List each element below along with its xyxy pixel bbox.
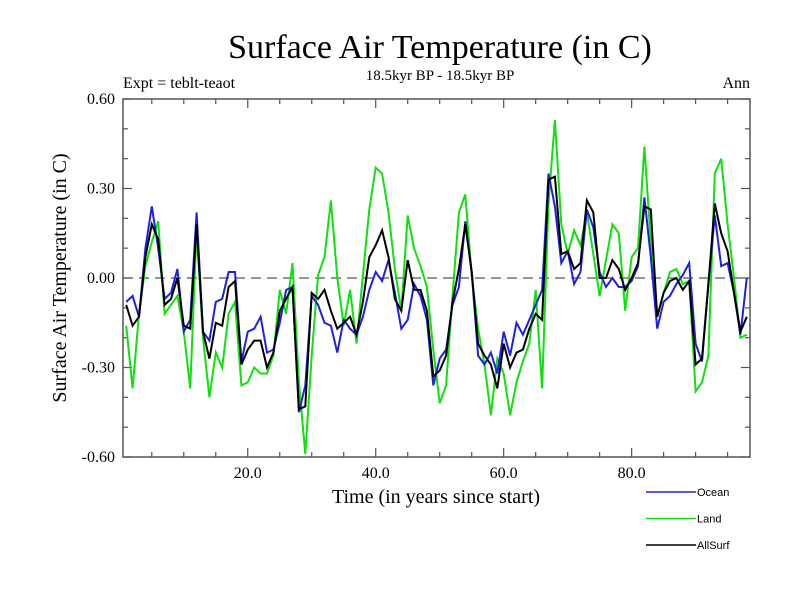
- x-tick-label: 40.0: [362, 465, 390, 482]
- x-axis-label: Time (in years since start): [332, 486, 540, 508]
- plot-frame: [122, 98, 751, 458]
- y-axis-label: Surface Air Temperature (in C): [49, 153, 71, 402]
- legend-label-land: Land: [697, 514, 721, 526]
- axis-tick-labels: 20.0 40.0 60.0 80.0 0.60 0.30 0.00 -0.30 -0.60: [82, 91, 646, 482]
- y-tick-label: 0.60: [87, 91, 115, 108]
- legend-label-allsurf: AllSurf: [697, 540, 730, 552]
- chart-title: Surface Air Temperature (in C): [228, 29, 652, 66]
- x-tick-label: 60.0: [490, 465, 518, 482]
- legend-label-ocean: Ocean: [697, 487, 729, 499]
- y-tick-label: 0.30: [87, 181, 115, 198]
- x-tick-label: 20.0: [234, 465, 262, 482]
- series-line-allsurf: [125, 175, 748, 411]
- legend: Ocean Land AllSurf: [646, 487, 730, 552]
- series-line-land: [125, 119, 748, 455]
- season-annotation: Ann: [722, 75, 750, 92]
- chart-subtitle: 18.5kyr BP - 18.5kyr BP: [366, 68, 515, 84]
- y-tick-label: -0.30: [82, 360, 115, 377]
- experiment-annotation: Expt = teblt-teaot: [123, 75, 236, 92]
- series-lines: [125, 119, 748, 455]
- y-tick-label: -0.60: [82, 449, 115, 466]
- y-tick-label: 0.00: [87, 270, 115, 287]
- x-tick-label: 80.0: [618, 465, 646, 482]
